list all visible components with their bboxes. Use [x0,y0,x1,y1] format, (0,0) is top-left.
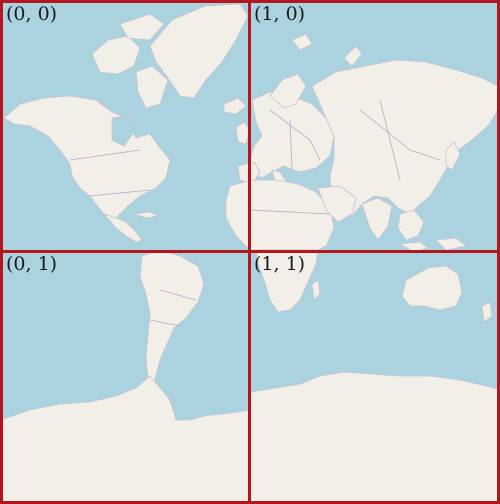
baffin-island [135,65,169,109]
map-tile[interactable]: (1, 1) [248,250,500,504]
ellesmere-island [119,13,165,41]
japan [445,141,461,171]
svalbard [291,33,313,51]
hudson-bay [111,115,135,147]
tile-coordinate-label: (1, 1) [254,253,306,275]
southeast-asia [397,209,425,241]
africa-south [255,249,319,313]
madagascar [311,279,321,301]
india [361,197,393,241]
map-tile[interactable]: (0, 0) [0,0,251,253]
indonesia-2 [435,237,467,251]
australia [401,265,463,311]
map-tile[interactable]: (1, 0) [248,0,500,253]
cuba [133,211,159,219]
arabia [317,185,357,223]
novaya-zemlya [343,45,363,67]
iceland [223,97,247,115]
tile-coordinate-label: (0, 1) [6,253,58,275]
central-america [103,213,143,243]
arctic-archipelago [91,35,141,75]
tile-coordinate-label: (0, 0) [6,3,58,25]
africa-north [225,179,335,251]
tile-coordinate-label: (1, 0) [254,3,306,25]
indonesia-1 [399,241,429,253]
south-america [139,249,205,393]
new-zealand [481,301,493,323]
greenland [149,3,249,99]
map-tile[interactable]: (0, 1) [0,250,251,504]
scandinavia [269,73,307,109]
antarctica-east [249,371,500,504]
